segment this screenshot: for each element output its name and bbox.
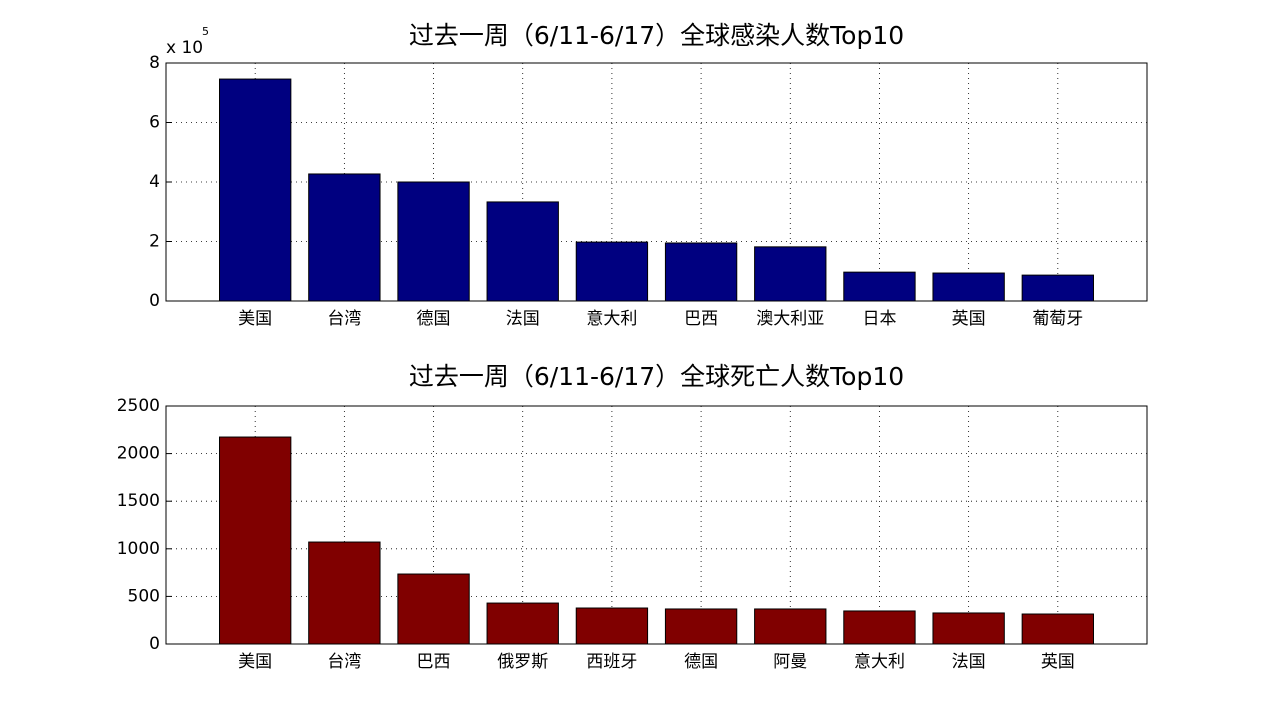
bar [486,201,559,302]
y-multiplier: x 10 [166,38,203,58]
x-tick-label: 台湾 [327,309,361,329]
bar [219,78,292,302]
x-tick-label: 法国 [506,309,540,329]
bar [308,541,381,645]
bar [219,436,292,645]
bar [486,602,559,645]
x-tick-label: 巴西 [417,652,451,672]
bar [754,608,827,645]
x-tick-label: 阿曼 [773,652,807,672]
x-tick-label: 意大利 [854,652,905,672]
y-tick-label: 8 [149,53,160,73]
bar [1021,613,1094,645]
chart-title: 过去一周（6/11-6/17）全球感染人数Top10 [409,21,904,50]
plot-frame [165,405,1148,645]
bar [308,173,381,302]
x-tick-label: 日本 [862,309,896,329]
x-tick-label: 俄罗斯 [497,652,548,672]
y-tick-label: 2500 [117,396,160,416]
y-tick-label: 1000 [117,539,160,559]
y-tick-label: 1500 [117,491,160,511]
x-tick-label: 英国 [952,309,986,329]
plot-frame [165,62,1148,302]
bar [843,271,916,302]
y-tick-label: 6 [149,113,160,133]
x-tick-label: 美国 [238,652,272,672]
x-tick-label: 法国 [952,652,986,672]
bar [843,610,916,645]
bar [932,272,1005,302]
x-tick-label: 台湾 [327,652,361,672]
x-tick-label: 意大利 [586,309,637,329]
bar [1021,274,1094,302]
x-tick-label: 巴西 [684,309,718,329]
x-tick-label: 德国 [684,652,718,672]
x-tick-label: 澳大利亚 [756,309,824,329]
x-tick-label: 德国 [417,309,451,329]
bar [397,181,470,302]
bar [754,246,827,302]
x-tick-label: 西班牙 [586,652,637,672]
x-tick-label: 英国 [1041,652,1075,672]
y-tick-label: 500 [128,586,160,606]
y-tick-label: 4 [149,172,160,192]
bar [397,573,470,645]
y-tick-label: 2000 [117,444,160,464]
bar [575,607,649,645]
x-tick-label: 葡萄牙 [1032,309,1083,329]
x-tick-label: 美国 [238,309,272,329]
y-tick-label: 0 [149,634,160,654]
y-exponent: 5 [202,25,209,38]
y-tick-label: 2 [149,232,160,252]
bar [664,242,738,302]
bar [575,241,649,302]
bar [932,612,1005,645]
y-tick-label: 0 [149,291,160,311]
bar [664,608,738,645]
chart-title: 过去一周（6/11-6/17）全球死亡人数Top10 [409,362,904,391]
